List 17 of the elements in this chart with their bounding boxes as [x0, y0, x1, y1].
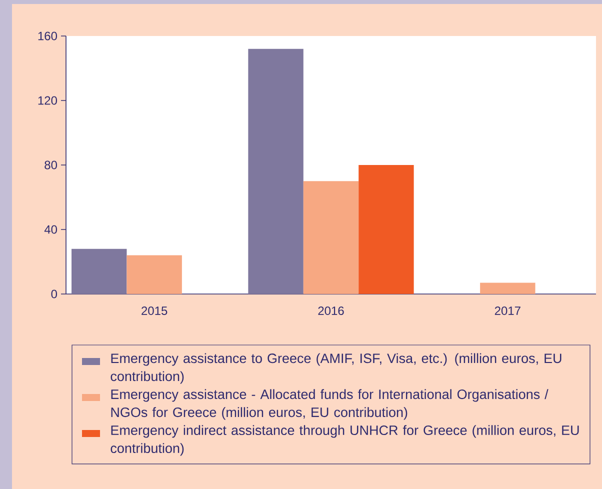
legend-label: Emergency assistance to Greece (AMIF, ISF, Visa, etc.) (million euros, EU contribution)	[110, 353, 562, 384]
y-tick-label: 160	[38, 32, 58, 40]
bar	[72, 248, 127, 294]
y-tick-label: 40	[44, 225, 58, 234]
x-tick-label: 2016	[318, 306, 344, 316]
bar	[358, 164, 414, 294]
legend-label: Emergency assistance - Allocated funds for International Organisations / NGOs for Greece (million euros, EU contribution)	[111, 389, 548, 420]
y-tick-label: 120	[38, 96, 58, 105]
bar	[126, 255, 182, 294]
y-tick-label: 0	[51, 290, 58, 298]
bar	[248, 48, 304, 294]
legend-label: Emergency indirect assistance through UNHCR for Greece (million euros, EU contribution)	[110, 425, 579, 456]
y-tick-label: 80	[44, 160, 58, 170]
x-tick-label: 2017	[494, 306, 520, 316]
x-tick-label: 2015	[142, 306, 168, 316]
bar	[480, 282, 536, 294]
bar	[303, 181, 359, 294]
